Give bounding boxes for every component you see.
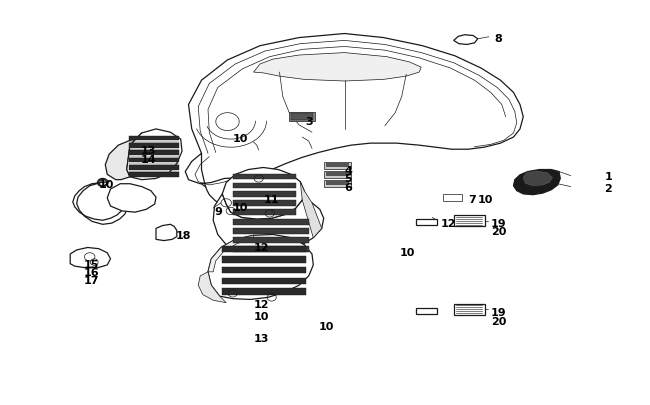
Text: 12: 12 (254, 300, 269, 309)
Bar (289, 113, 315, 121)
Text: 18: 18 (176, 231, 191, 241)
Text: 10: 10 (318, 321, 334, 331)
Text: 5: 5 (344, 174, 352, 184)
Polygon shape (198, 272, 226, 303)
Text: 10: 10 (99, 179, 114, 189)
Text: 20: 20 (491, 227, 506, 237)
Bar (233, 228, 309, 234)
Text: 10: 10 (233, 134, 248, 143)
Bar (416, 308, 437, 314)
Polygon shape (208, 235, 313, 300)
Text: 13: 13 (254, 333, 269, 343)
Bar (233, 220, 309, 225)
Bar (222, 257, 306, 263)
Text: 12: 12 (441, 219, 456, 228)
Polygon shape (208, 236, 254, 272)
Bar (222, 278, 306, 284)
Bar (454, 215, 485, 227)
Bar (222, 267, 306, 274)
Bar (233, 246, 309, 252)
Bar (324, 172, 351, 178)
Bar (129, 166, 179, 170)
Bar (222, 288, 306, 295)
Bar (326, 173, 349, 177)
Text: 10: 10 (400, 247, 415, 257)
Polygon shape (213, 194, 324, 257)
Polygon shape (107, 184, 156, 213)
Bar (326, 182, 349, 186)
Bar (324, 181, 351, 187)
Bar (233, 201, 296, 207)
Bar (416, 220, 437, 226)
Polygon shape (523, 172, 552, 186)
Polygon shape (514, 170, 560, 195)
Text: 10: 10 (233, 202, 248, 212)
Bar (326, 164, 349, 168)
Text: 4: 4 (344, 165, 352, 175)
Text: 8: 8 (494, 34, 502, 43)
Text: 3: 3 (306, 117, 313, 126)
Polygon shape (185, 154, 280, 215)
Bar (233, 183, 296, 189)
Text: 1: 1 (604, 171, 612, 181)
Bar (129, 136, 179, 141)
Text: 7: 7 (468, 194, 476, 204)
Polygon shape (254, 53, 421, 82)
Polygon shape (105, 134, 142, 180)
Text: 2: 2 (604, 183, 612, 193)
Bar (233, 174, 296, 180)
Bar (233, 237, 309, 243)
Text: 20: 20 (491, 316, 506, 326)
Bar (324, 163, 351, 169)
Text: 17: 17 (83, 275, 99, 285)
Text: 16: 16 (83, 267, 99, 277)
Bar (233, 210, 296, 215)
Text: 10: 10 (254, 312, 269, 322)
Text: 11: 11 (263, 194, 279, 204)
Text: 13: 13 (140, 146, 156, 156)
Bar (129, 158, 179, 163)
Polygon shape (127, 130, 182, 180)
Text: 19: 19 (491, 308, 506, 318)
Text: 15: 15 (83, 259, 99, 269)
Text: 14: 14 (140, 155, 156, 165)
Text: 6: 6 (344, 183, 352, 193)
Polygon shape (454, 36, 478, 45)
Polygon shape (156, 225, 177, 241)
Bar (129, 144, 179, 148)
Text: 12: 12 (254, 243, 269, 253)
Polygon shape (222, 168, 304, 220)
Text: 19: 19 (491, 219, 506, 228)
Bar (222, 246, 306, 253)
Bar (129, 151, 179, 156)
Bar (454, 304, 485, 315)
Bar (443, 194, 461, 202)
Text: 9: 9 (214, 207, 222, 216)
Bar (129, 173, 179, 177)
Text: 10: 10 (478, 194, 493, 204)
Bar (233, 192, 296, 198)
Bar (291, 114, 313, 120)
Polygon shape (300, 182, 322, 238)
Polygon shape (188, 34, 523, 188)
Polygon shape (70, 248, 111, 268)
